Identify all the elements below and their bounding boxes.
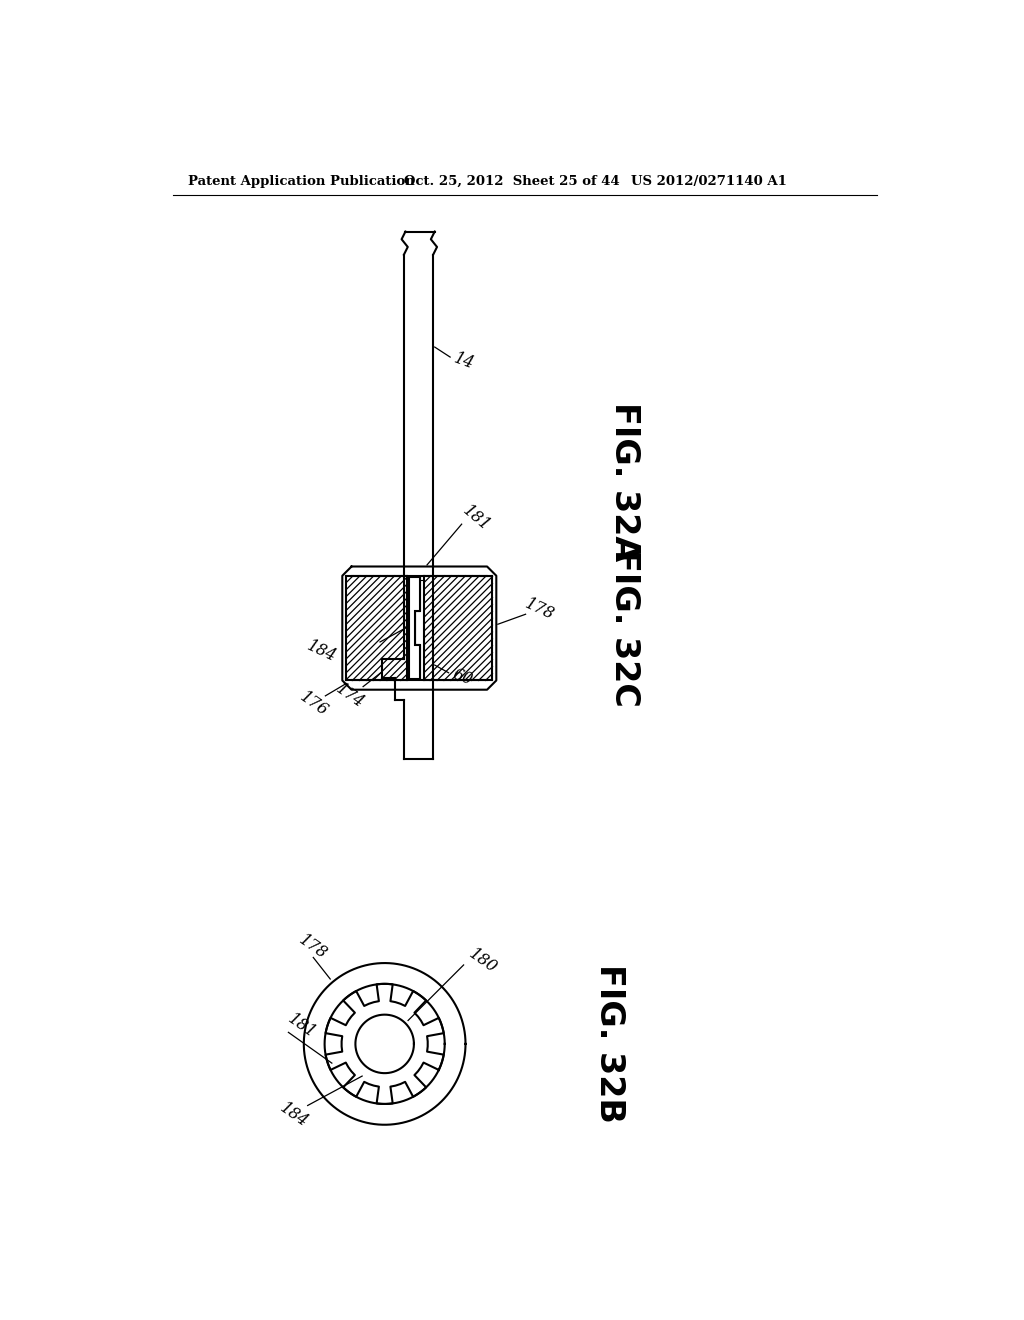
Text: US 2012/0271140 A1: US 2012/0271140 A1 bbox=[631, 176, 786, 187]
Text: 14: 14 bbox=[452, 350, 476, 374]
Text: FIG. 32B: FIG. 32B bbox=[593, 965, 626, 1123]
Text: Patent Application Publication: Patent Application Publication bbox=[188, 176, 415, 187]
Text: 184: 184 bbox=[276, 1100, 311, 1131]
Text: FIG. 32A: FIG. 32A bbox=[608, 403, 641, 561]
Text: 184: 184 bbox=[304, 638, 339, 665]
Text: 178: 178 bbox=[522, 595, 557, 623]
Text: Oct. 25, 2012  Sheet 25 of 44: Oct. 25, 2012 Sheet 25 of 44 bbox=[403, 176, 620, 187]
Text: 180: 180 bbox=[465, 945, 500, 977]
Text: 176: 176 bbox=[296, 688, 331, 719]
Text: FIG. 32C: FIG. 32C bbox=[608, 549, 641, 708]
Text: 181: 181 bbox=[285, 1011, 319, 1041]
Text: 178: 178 bbox=[296, 931, 330, 962]
Text: 181: 181 bbox=[460, 503, 494, 535]
Text: 60: 60 bbox=[451, 665, 475, 689]
Polygon shape bbox=[409, 577, 420, 678]
Text: 174: 174 bbox=[333, 680, 367, 711]
